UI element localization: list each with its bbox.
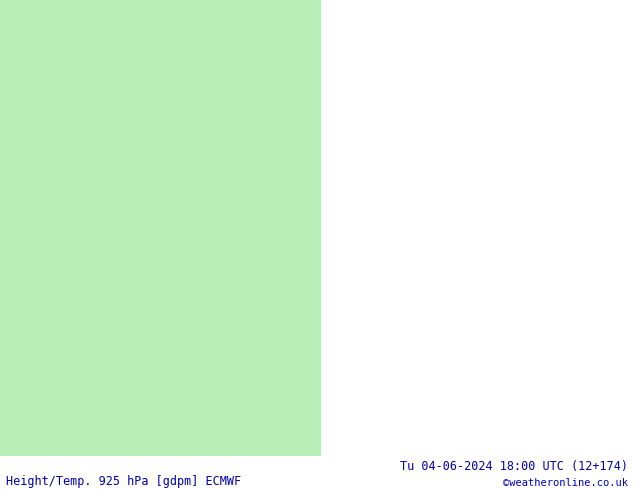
Text: ©weatheronline.co.uk: ©weatheronline.co.uk	[503, 478, 628, 488]
Text: Height/Temp. 925 hPa [gdpm] ECMWF: Height/Temp. 925 hPa [gdpm] ECMWF	[6, 474, 242, 488]
Text: Tu 04-06-2024 18:00 UTC (12+174): Tu 04-06-2024 18:00 UTC (12+174)	[399, 460, 628, 473]
Bar	[0, 0, 320, 456]
